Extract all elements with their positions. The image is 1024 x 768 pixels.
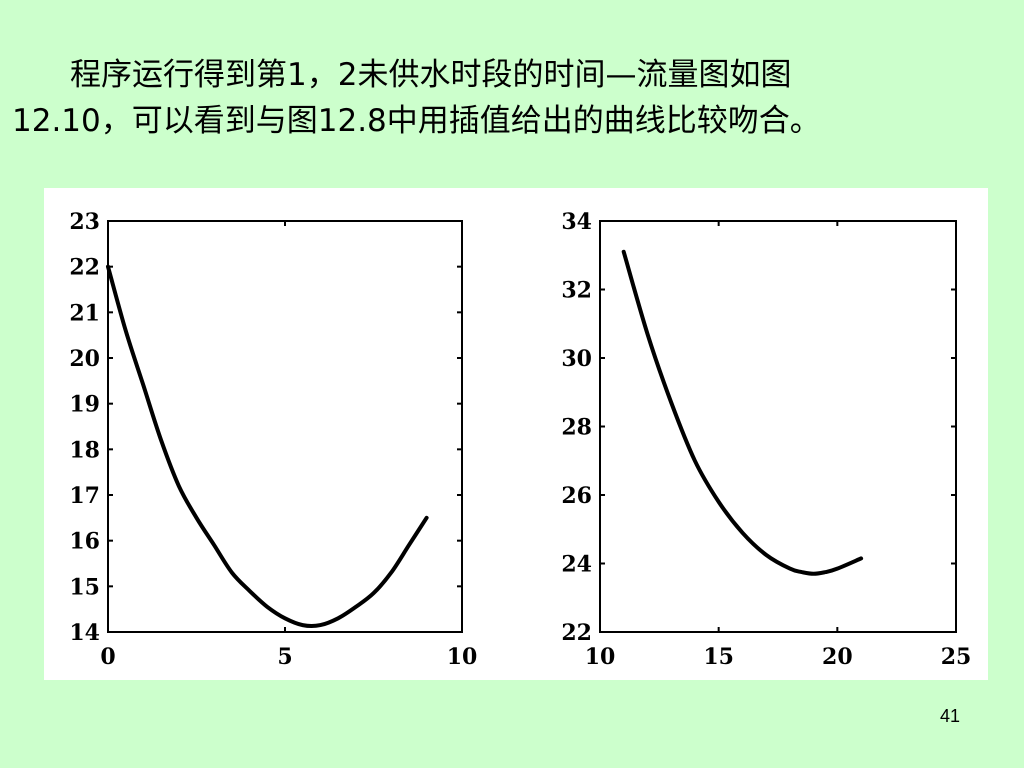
y-tick-label: 34 (561, 209, 592, 235)
x-tick-label: 20 (822, 644, 853, 670)
figure-panel: 14 15 16 17 18 19 20 21 22 23 0 5 10 22 24 26 28 30 32 34 10… (44, 188, 988, 680)
y-tick-label: 14 (69, 620, 100, 646)
x-tick-label: 0 (100, 644, 115, 670)
plot-frame (599, 220, 957, 633)
series-line (106, 264, 429, 628)
series-line (621, 249, 864, 576)
x-tick-label: 5 (277, 644, 292, 670)
y-tick-label: 20 (69, 346, 100, 372)
y-tick-label: 19 (69, 392, 100, 418)
y-tick-label: 15 (69, 574, 100, 600)
chart-1: 14 15 16 17 18 19 20 21 22 23 0 5 10 (69, 209, 477, 670)
x-tick-label: 10 (585, 644, 616, 670)
plot-frame (107, 220, 463, 633)
y-tick-label: 22 (69, 255, 100, 281)
y-tick-label: 18 (69, 437, 100, 463)
y-tick-label: 28 (561, 415, 592, 441)
y-tick-label: 32 (561, 278, 592, 304)
y-tick-label: 21 (69, 300, 100, 326)
x-tick-label: 10 (447, 644, 478, 670)
x-tick-label: 15 (703, 644, 734, 670)
y-tick-label: 17 (69, 483, 100, 509)
y-tick-label: 26 (561, 483, 592, 509)
x-tick-label: 25 (941, 644, 972, 670)
slide-text: 程序运行得到第1，2未供水时段的时间—流量图如图 12.10，可以看到与图12.… (12, 52, 1016, 144)
y-tick-label: 16 (69, 529, 100, 555)
y-tick-label: 23 (69, 209, 100, 235)
chart-2: 22 24 26 28 30 32 34 10 15 20 25 (561, 209, 971, 670)
page-number: 41 (940, 706, 961, 726)
slide-text-line-2: 12.10，可以看到与图12.8中用插值给出的曲线比较吻合。 (12, 103, 821, 139)
y-tick-label: 24 (561, 552, 592, 578)
slide-text-line-1: 程序运行得到第1，2未供水时段的时间—流量图如图 (70, 57, 792, 93)
y-tick-label: 30 (561, 346, 592, 372)
y-tick-label: 22 (561, 620, 592, 646)
